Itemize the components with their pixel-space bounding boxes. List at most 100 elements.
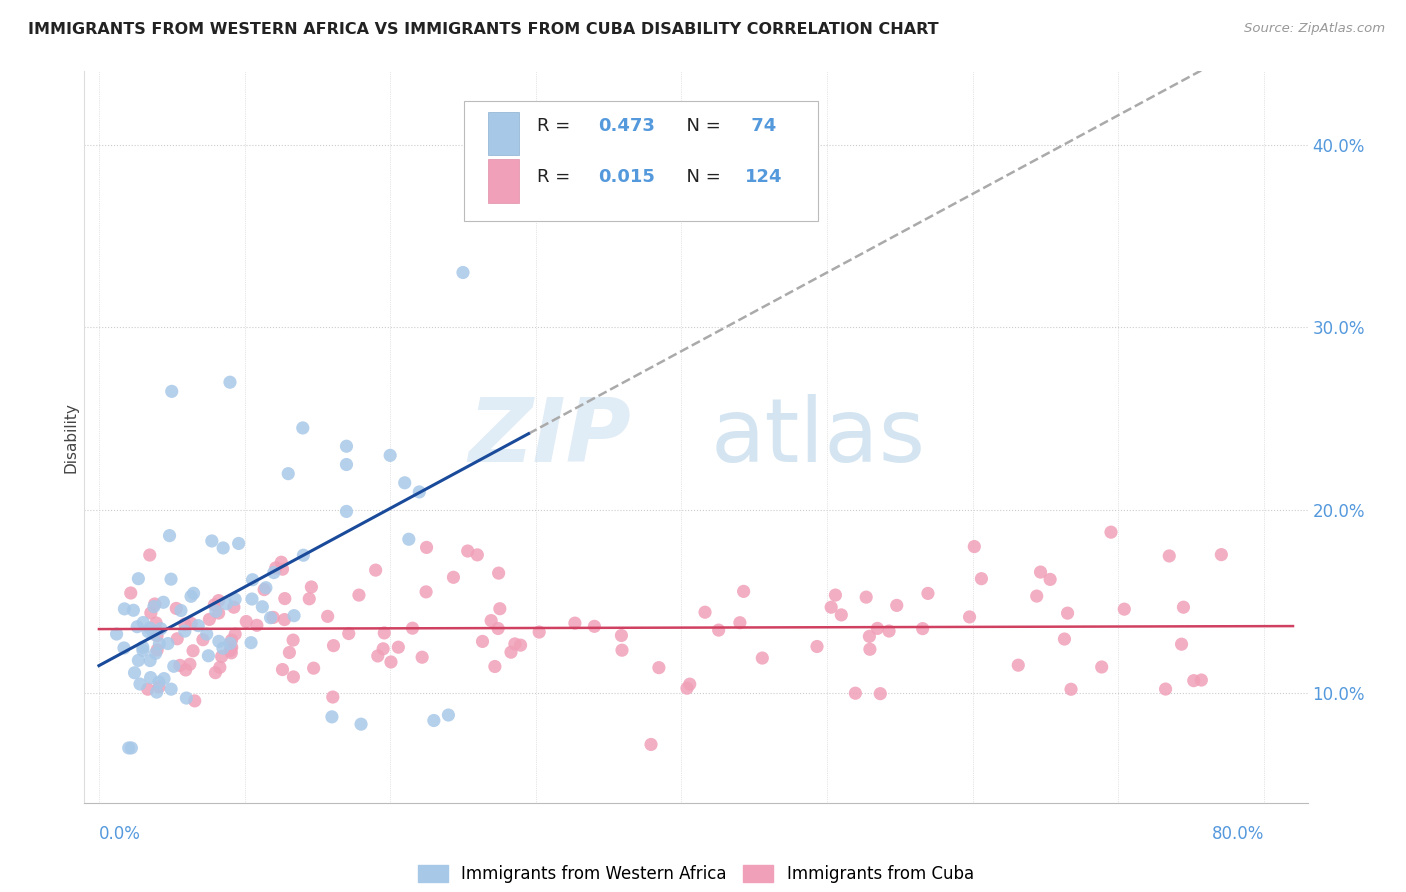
Point xyxy=(398,533,420,547)
Point xyxy=(153,672,176,686)
Text: IMMIGRANTS FROM WESTERN AFRICA VS IMMIGRANTS FROM CUBA DISABILITY CORRELATION CH: IMMIGRANTS FROM WESTERN AFRICA VS IMMIGR… xyxy=(28,22,939,37)
Point xyxy=(208,634,231,648)
Point xyxy=(380,448,402,462)
Point xyxy=(219,643,242,657)
Point xyxy=(132,643,155,657)
Point xyxy=(1060,682,1083,697)
Point xyxy=(228,536,250,550)
Point xyxy=(471,634,494,648)
Point xyxy=(877,624,900,638)
Point xyxy=(264,561,287,575)
Point xyxy=(1056,606,1078,620)
Point xyxy=(246,618,269,632)
Point xyxy=(1189,673,1212,687)
Point xyxy=(322,639,344,653)
Point xyxy=(156,636,179,650)
Point xyxy=(176,691,198,706)
Point xyxy=(114,602,136,616)
FancyBboxPatch shape xyxy=(488,159,519,203)
Point xyxy=(911,622,934,636)
Point xyxy=(187,618,209,632)
Text: R =: R = xyxy=(537,168,576,186)
Point xyxy=(173,624,195,639)
Point xyxy=(679,677,702,691)
Point xyxy=(142,627,165,641)
Point xyxy=(183,586,205,600)
FancyBboxPatch shape xyxy=(488,112,519,155)
Point xyxy=(197,648,219,663)
Point xyxy=(437,708,460,723)
Point xyxy=(169,658,191,673)
Point xyxy=(350,717,373,731)
Point xyxy=(509,638,531,652)
Point xyxy=(145,646,167,660)
Point xyxy=(401,621,423,635)
Point xyxy=(316,609,339,624)
Point xyxy=(132,615,155,630)
Point xyxy=(240,592,263,607)
Point xyxy=(201,533,224,548)
Point xyxy=(394,475,416,490)
Point xyxy=(367,648,389,663)
Point xyxy=(610,628,633,642)
Point xyxy=(274,591,297,606)
Point xyxy=(271,663,294,677)
Point xyxy=(299,580,322,594)
Point xyxy=(221,640,243,655)
Point xyxy=(148,675,170,690)
Point xyxy=(1211,548,1233,562)
Point xyxy=(219,375,242,389)
Point xyxy=(179,657,201,672)
Point xyxy=(488,601,510,615)
Point xyxy=(160,572,183,586)
Point xyxy=(347,588,370,602)
Point xyxy=(373,626,395,640)
Point xyxy=(136,624,159,639)
Point xyxy=(215,597,238,611)
Point xyxy=(1114,602,1136,616)
Point xyxy=(166,632,188,646)
Point xyxy=(262,610,284,624)
Text: 0.015: 0.015 xyxy=(598,168,655,186)
Point xyxy=(180,589,202,603)
Point xyxy=(191,632,214,647)
Point xyxy=(824,588,846,602)
Point xyxy=(127,653,149,667)
Text: 124: 124 xyxy=(745,168,782,186)
Point xyxy=(160,682,183,697)
Point xyxy=(222,600,245,615)
Point xyxy=(423,714,446,728)
Point xyxy=(180,616,202,631)
Point xyxy=(221,646,243,660)
Point xyxy=(1091,660,1114,674)
Point xyxy=(173,617,195,632)
Point xyxy=(127,572,149,586)
Point xyxy=(830,607,852,622)
Point xyxy=(858,629,880,643)
Point xyxy=(202,598,225,612)
Point xyxy=(1173,600,1195,615)
Point xyxy=(139,671,162,685)
Point xyxy=(411,650,433,665)
Point xyxy=(139,621,162,635)
Point xyxy=(181,644,204,658)
Point xyxy=(170,603,193,617)
Point xyxy=(183,694,205,708)
FancyBboxPatch shape xyxy=(464,101,818,221)
Point xyxy=(204,665,226,680)
Point xyxy=(707,623,730,637)
Point xyxy=(205,604,228,618)
Point xyxy=(484,659,506,673)
Point xyxy=(820,600,842,615)
Point xyxy=(959,610,981,624)
Point xyxy=(219,636,242,650)
Point xyxy=(277,467,299,481)
Point xyxy=(408,485,430,500)
Point xyxy=(583,619,606,633)
Point xyxy=(443,570,465,584)
Point xyxy=(1099,525,1122,540)
Text: atlas: atlas xyxy=(710,393,927,481)
Point xyxy=(298,591,321,606)
Point xyxy=(479,614,502,628)
Point xyxy=(242,573,264,587)
